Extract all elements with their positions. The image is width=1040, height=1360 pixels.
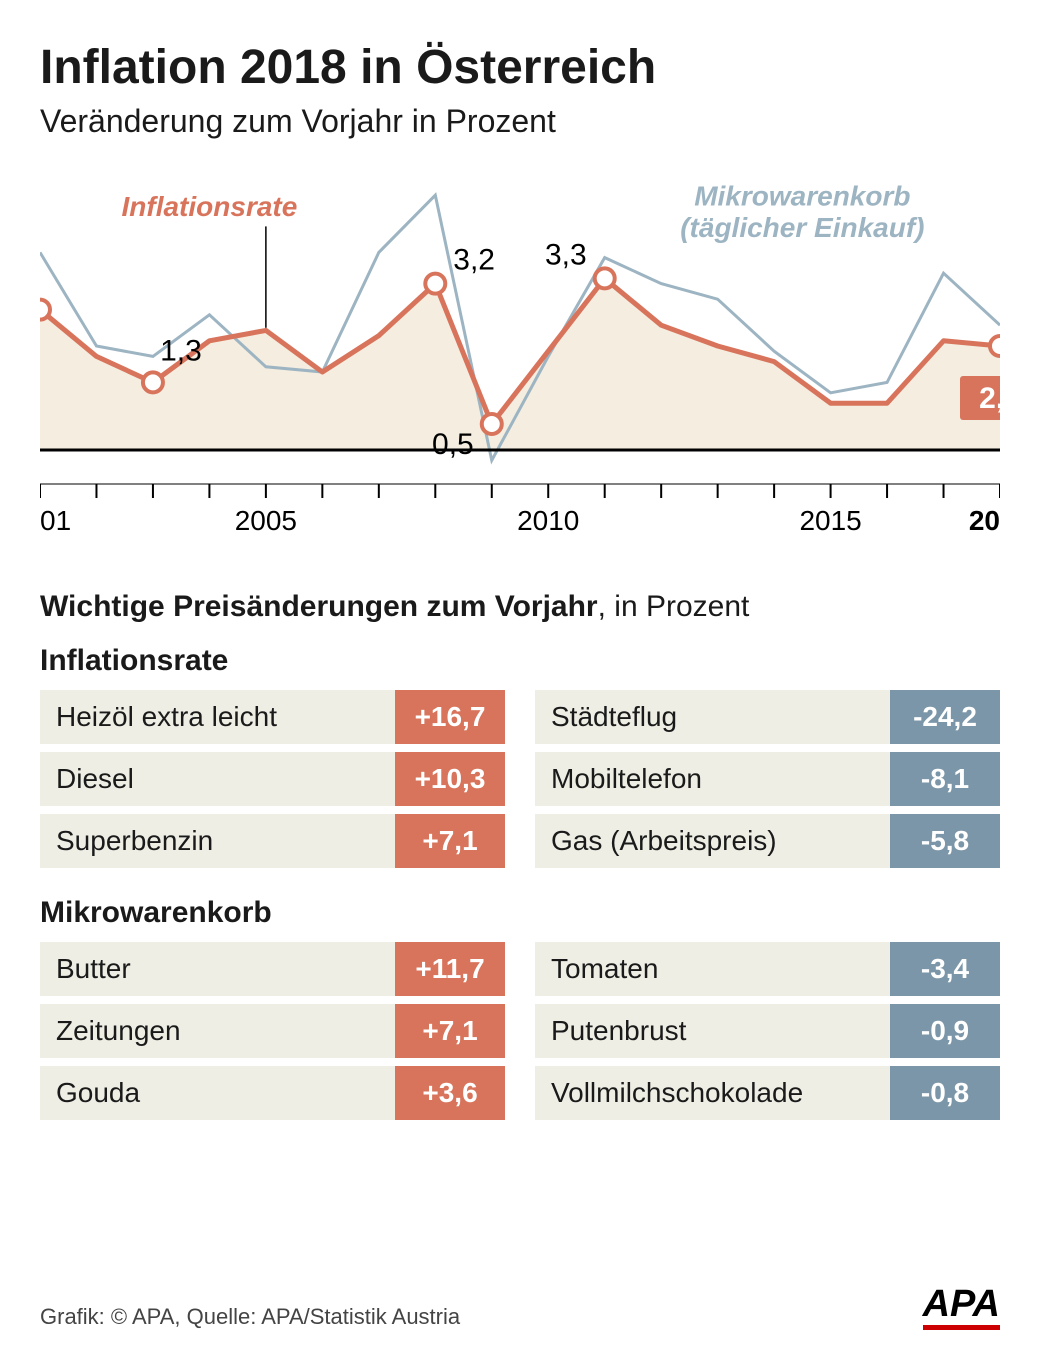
svg-text:2005: 2005 <box>235 505 297 536</box>
price-value: +7,1 <box>395 1004 505 1058</box>
svg-text:2010: 2010 <box>517 505 579 536</box>
svg-text:(täglicher Einkauf): (täglicher Einkauf) <box>680 212 924 243</box>
price-section-title: Wichtige Preisänderungen zum Vorjahr, in… <box>40 590 1000 624</box>
price-value: -3,4 <box>890 942 1000 996</box>
price-label: Vollmilchschokolade <box>535 1066 890 1120</box>
price-row: Gas (Arbeitspreis)-5,8 <box>535 814 1000 868</box>
svg-text:Inflationsrate: Inflationsrate <box>122 191 298 222</box>
svg-text:2015: 2015 <box>799 505 861 536</box>
price-value: -0,9 <box>890 1004 1000 1058</box>
price-label: Mobiltelefon <box>535 752 890 806</box>
svg-text:0,5: 0,5 <box>432 428 474 461</box>
price-row: Zeitungen+7,1 <box>40 1004 505 1058</box>
credit-text: Grafik: © APA, Quelle: APA/Statistik Aus… <box>40 1304 460 1330</box>
group-title: Mikrowarenkorb <box>40 896 1000 930</box>
price-value: -8,1 <box>890 752 1000 806</box>
apa-logo: APA <box>923 1285 1000 1330</box>
price-row: Städteflug-24,2 <box>535 690 1000 744</box>
price-row: Putenbrust-0,9 <box>535 1004 1000 1058</box>
price-grid: Heizöl extra leicht+16,7 Städteflug-24,2 D… <box>40 690 1000 876</box>
price-label: Heizöl extra leicht <box>40 690 395 744</box>
price-row: Butter+11,7 <box>40 942 505 996</box>
price-label: Tomaten <box>535 942 890 996</box>
price-value: +7,1 <box>395 814 505 868</box>
inflation-chart: 0200120052010201520182,71,33,20,53,3Infl… <box>40 170 1000 550</box>
svg-text:3,2: 3,2 <box>453 244 495 277</box>
price-grid: Butter+11,7 Tomaten-3,4 Zeitungen+7,1 Puten… <box>40 942 1000 1128</box>
price-row: Vollmilchschokolade-0,8 <box>535 1066 1000 1120</box>
price-row: Tomaten-3,4 <box>535 942 1000 996</box>
price-label: Superbenzin <box>40 814 395 868</box>
group-title: Inflationsrate <box>40 644 1000 678</box>
price-value: -5,8 <box>890 814 1000 868</box>
svg-text:3,3: 3,3 <box>545 238 587 271</box>
svg-text:Mikrowarenkorb: Mikrowarenkorb <box>694 181 910 212</box>
svg-text:2,0: 2,0 <box>979 382 1000 415</box>
price-value: +10,3 <box>395 752 505 806</box>
price-value: +16,7 <box>395 690 505 744</box>
svg-text:2018: 2018 <box>969 505 1000 536</box>
price-label: Gouda <box>40 1066 395 1120</box>
footer: Grafik: © APA, Quelle: APA/Statistik Aus… <box>40 1285 1000 1330</box>
price-label: Butter <box>40 942 395 996</box>
price-value: +11,7 <box>395 942 505 996</box>
page-subtitle: Veränderung zum Vorjahr in Prozent <box>40 103 1000 140</box>
price-label: Diesel <box>40 752 395 806</box>
svg-text:1,3: 1,3 <box>160 334 202 367</box>
price-label: Zeitungen <box>40 1004 395 1058</box>
price-row: Gouda+3,6 <box>40 1066 505 1120</box>
price-label: Putenbrust <box>535 1004 890 1058</box>
price-value: -24,2 <box>890 690 1000 744</box>
price-row: Diesel+10,3 <box>40 752 505 806</box>
price-row: Superbenzin+7,1 <box>40 814 505 868</box>
price-value: +3,6 <box>395 1066 505 1120</box>
price-label: Städteflug <box>535 690 890 744</box>
page-title: Inflation 2018 in Österreich <box>40 40 1000 95</box>
price-row: Mobiltelefon-8,1 <box>535 752 1000 806</box>
price-row: Heizöl extra leicht+16,7 <box>40 690 505 744</box>
price-label: Gas (Arbeitspreis) <box>535 814 890 868</box>
price-value: -0,8 <box>890 1066 1000 1120</box>
svg-text:2001: 2001 <box>40 505 71 536</box>
